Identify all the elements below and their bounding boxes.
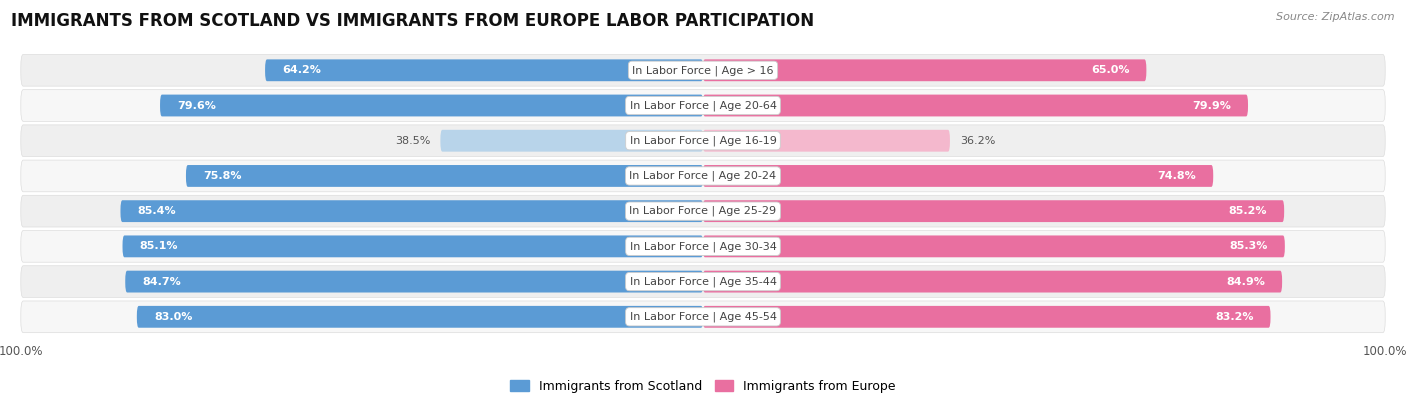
Text: 84.9%: 84.9%	[1226, 276, 1265, 287]
FancyBboxPatch shape	[21, 125, 1385, 156]
Text: 85.2%: 85.2%	[1229, 206, 1267, 216]
FancyBboxPatch shape	[703, 59, 1146, 81]
FancyBboxPatch shape	[21, 90, 1385, 121]
FancyBboxPatch shape	[21, 301, 1385, 333]
FancyBboxPatch shape	[703, 165, 1213, 187]
Text: 85.3%: 85.3%	[1229, 241, 1268, 251]
FancyBboxPatch shape	[703, 271, 1282, 293]
Text: 79.9%: 79.9%	[1192, 100, 1232, 111]
Text: 85.4%: 85.4%	[138, 206, 176, 216]
FancyBboxPatch shape	[266, 59, 703, 81]
Text: In Labor Force | Age 20-64: In Labor Force | Age 20-64	[630, 100, 776, 111]
Text: In Labor Force | Age 20-24: In Labor Force | Age 20-24	[630, 171, 776, 181]
FancyBboxPatch shape	[21, 55, 1385, 86]
Text: 75.8%: 75.8%	[202, 171, 242, 181]
Text: In Labor Force | Age 16-19: In Labor Force | Age 16-19	[630, 135, 776, 146]
FancyBboxPatch shape	[440, 130, 703, 152]
FancyBboxPatch shape	[125, 271, 703, 293]
Text: In Labor Force | Age 45-54: In Labor Force | Age 45-54	[630, 312, 776, 322]
FancyBboxPatch shape	[21, 266, 1385, 297]
FancyBboxPatch shape	[160, 94, 703, 117]
Text: 83.2%: 83.2%	[1215, 312, 1254, 322]
FancyBboxPatch shape	[703, 306, 1271, 328]
Text: 65.0%: 65.0%	[1091, 65, 1129, 75]
Text: In Labor Force | Age > 16: In Labor Force | Age > 16	[633, 65, 773, 75]
FancyBboxPatch shape	[21, 195, 1385, 227]
Text: 74.8%: 74.8%	[1157, 171, 1197, 181]
Legend: Immigrants from Scotland, Immigrants from Europe: Immigrants from Scotland, Immigrants fro…	[505, 375, 901, 395]
Text: 79.6%: 79.6%	[177, 100, 217, 111]
FancyBboxPatch shape	[136, 306, 703, 328]
Text: In Labor Force | Age 35-44: In Labor Force | Age 35-44	[630, 276, 776, 287]
Text: IMMIGRANTS FROM SCOTLAND VS IMMIGRANTS FROM EUROPE LABOR PARTICIPATION: IMMIGRANTS FROM SCOTLAND VS IMMIGRANTS F…	[11, 12, 814, 30]
FancyBboxPatch shape	[21, 160, 1385, 192]
Text: 38.5%: 38.5%	[395, 136, 430, 146]
Text: 84.7%: 84.7%	[142, 276, 181, 287]
Text: 83.0%: 83.0%	[153, 312, 193, 322]
FancyBboxPatch shape	[703, 94, 1249, 117]
FancyBboxPatch shape	[186, 165, 703, 187]
FancyBboxPatch shape	[122, 235, 703, 257]
FancyBboxPatch shape	[703, 200, 1284, 222]
FancyBboxPatch shape	[21, 231, 1385, 262]
FancyBboxPatch shape	[121, 200, 703, 222]
Text: 85.1%: 85.1%	[139, 241, 179, 251]
Text: In Labor Force | Age 25-29: In Labor Force | Age 25-29	[630, 206, 776, 216]
Text: Source: ZipAtlas.com: Source: ZipAtlas.com	[1277, 12, 1395, 22]
Text: In Labor Force | Age 30-34: In Labor Force | Age 30-34	[630, 241, 776, 252]
FancyBboxPatch shape	[703, 235, 1285, 257]
Text: 36.2%: 36.2%	[960, 136, 995, 146]
FancyBboxPatch shape	[703, 130, 950, 152]
Text: 64.2%: 64.2%	[283, 65, 321, 75]
